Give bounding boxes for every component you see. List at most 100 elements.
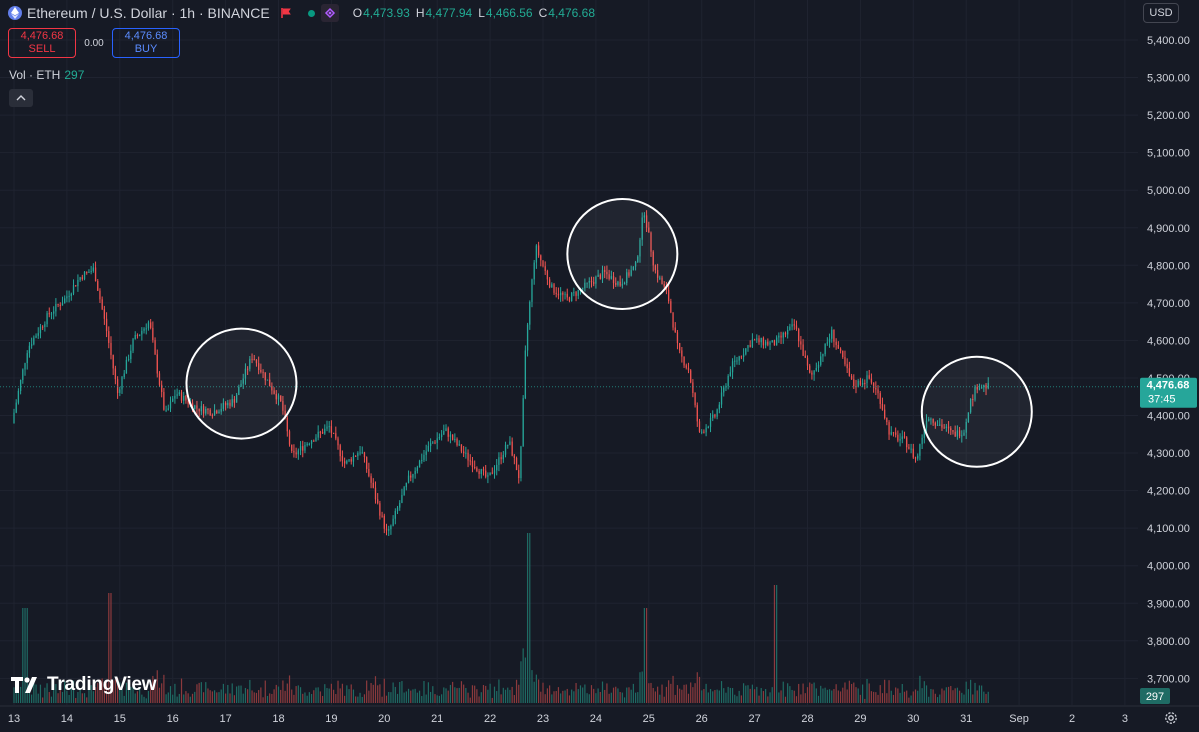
candle-body [718,404,720,410]
candle-body [103,309,106,319]
volume-bar [634,692,637,703]
buy-button[interactable]: 4,476.68 BUY [112,28,180,58]
volume-bar [657,686,659,703]
candle-body [701,431,703,433]
ethereum-icon [8,6,22,20]
volume-bar [293,694,295,703]
candle-body [932,418,934,423]
volume-bar [183,694,185,703]
volume-bar [176,696,178,703]
candle-body [978,388,981,390]
volume-bar [344,695,346,703]
volume-bar [180,678,183,703]
volume-bar [262,697,264,703]
volume-bar [467,692,469,703]
candle-body [645,215,648,228]
data-stream-icon[interactable] [320,4,339,22]
candle-body [502,454,504,460]
candle-body [895,432,897,435]
candle-body [778,335,780,338]
flag-icon[interactable] [280,7,292,19]
candle-body [712,414,714,418]
candle-body [357,453,359,457]
candle-body [824,343,826,355]
candle-body [617,281,619,285]
volume-bar [482,685,485,703]
volume-bar [489,683,491,703]
tradingview-logo[interactable]: TradingView [11,674,157,696]
settings-gear-icon[interactable] [1163,710,1179,726]
currency-button[interactable]: USD [1143,3,1179,23]
candle-body [17,390,20,403]
candle-body [857,380,859,387]
volume-bar [643,608,645,703]
volume-bar [326,688,328,703]
candle-body [429,443,432,446]
candle-body [696,405,698,422]
candle-body [877,389,879,394]
volume-bar [509,689,511,703]
price-tick-label: 3,700.00 [1147,673,1190,685]
candle-body [55,303,57,312]
candle-body [800,341,802,345]
volume-bar [269,693,271,703]
candle-body [936,424,939,426]
volume-bar [529,533,531,703]
volume-bar [471,685,474,703]
volume-bar [377,685,379,703]
candle-body [231,399,233,406]
volume-bar [359,692,361,703]
candle-body [745,348,747,355]
collapse-legend-button[interactable] [9,89,33,107]
high-key: H [415,6,425,20]
sell-button[interactable]: 4,476.68 SELL [8,28,76,58]
volume-bar [346,685,348,703]
candle-body [354,455,357,457]
volume-bar [844,682,846,703]
candle-body [961,435,963,437]
candle-body [775,337,778,346]
candle-body [533,262,535,280]
candle-body [817,364,820,368]
volume-bar [791,689,793,703]
candle-body [235,394,238,403]
candle-body [295,452,297,455]
volume-bar [381,696,383,703]
volume-bar [802,683,804,703]
volume-bar [53,683,55,703]
volume-bar [522,648,524,703]
candle-body [39,326,42,334]
volume-bar [736,696,738,703]
candle-body [599,274,601,279]
volume-bar [932,689,934,703]
volume-bar [690,682,692,703]
candle-body [64,298,66,304]
volume-legend[interactable]: Vol · ETH 297 [9,68,84,82]
candle-body [476,467,478,472]
volume-bar [826,689,828,703]
symbol-header[interactable]: Ethereum / U.S. Dollar · 1h · BINANCE O4… [8,4,595,22]
candle-body [606,271,608,275]
candle-body [238,386,240,395]
annotation-circle [920,355,1033,468]
volume-bar [954,688,956,703]
volume-bar [754,689,756,703]
candle-body [659,277,661,279]
candle-body [88,271,90,273]
volume-bar [154,684,156,703]
candle-body [822,354,824,357]
volume-bar [782,681,784,703]
volume-bar [152,675,154,703]
volume-bar [698,676,701,703]
candle-body [526,324,529,351]
price-tick-label: 5,200.00 [1147,110,1190,122]
candle-body [656,270,659,278]
volume-bar [727,686,729,703]
market-status-dot [307,9,315,17]
candle-body [802,344,804,356]
ohlc-values: O4,473.93 H4,477.94 L4,466.56 C4,476.68 [353,6,595,20]
symbol-title[interactable]: Ethereum / U.S. Dollar · 1h · BINANCE [27,5,270,21]
volume-bar [868,683,870,703]
tradingview-icon [11,677,37,693]
